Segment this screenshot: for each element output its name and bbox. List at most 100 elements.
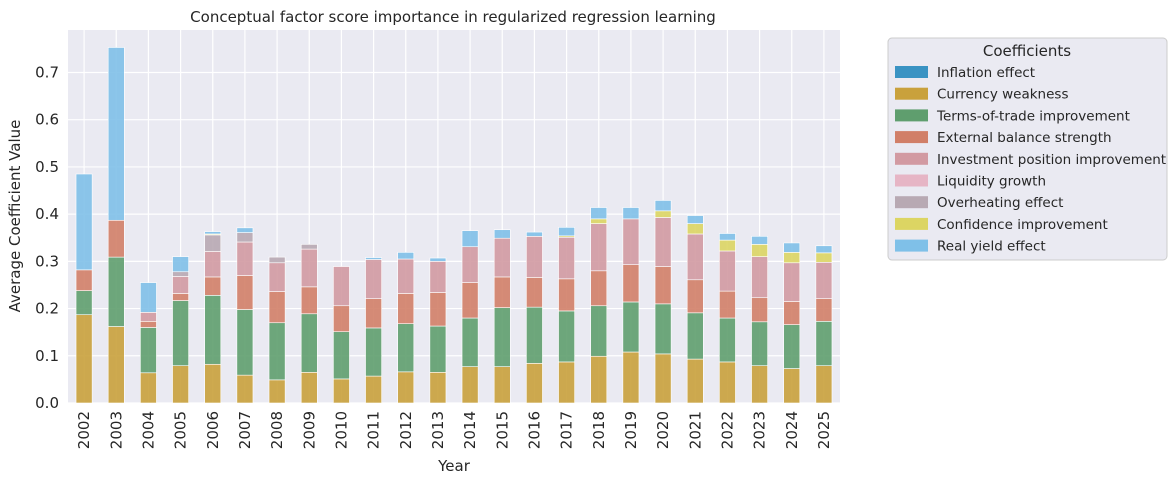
bar-segment [107,256,125,327]
y-axis-ticks: 0.0 0.1 0.2 0.3 0.4 0.5 0.6 0.7 [35,63,59,412]
bar-segment [204,251,222,278]
bar-segment [526,231,543,237]
bar-segment [172,293,189,301]
bar-segment [172,300,189,366]
bar-segment [107,326,125,404]
bar-segment [333,378,350,404]
bar-segment [204,231,222,235]
legend-swatch [895,131,928,144]
legend-label: Investment position improvement [937,152,1166,168]
legend-label: External balance strength [937,130,1112,146]
bar-segment [365,259,382,299]
x-tick-label: 2024 [783,411,801,449]
bar-segment [140,327,157,374]
legend-label: Terms-of-trade improvement [936,108,1130,124]
bar-segment [622,218,640,265]
x-axis-label: Year [437,457,471,475]
bar-segment [493,237,511,278]
bar-segment [75,290,93,316]
bar-segment [654,303,672,355]
x-tick-label: 2021 [686,411,704,449]
bar-segment [172,276,189,294]
legend-label: Liquidity growth [937,174,1046,190]
bar-segment [751,321,768,367]
y-tick-label: 0.0 [35,394,59,412]
x-tick-label: 2015 [493,411,511,449]
bar-segment [140,372,157,404]
bar-segment [236,241,254,276]
bar-segment [461,317,479,367]
bar-segment [268,256,286,264]
y-tick-label: 0.1 [35,347,59,365]
bar-segment [268,262,286,292]
bar-segment [397,293,415,324]
bar-segment [397,371,415,404]
bar-segment [236,275,254,310]
x-tick-label: 2007 [236,411,254,449]
bar-segment [204,276,222,296]
bar-segment [493,366,511,404]
bar-segment [204,363,222,404]
bar-segment [558,236,575,280]
bar-segment [622,264,640,303]
bar-segment [365,327,382,377]
bar-segment [268,322,286,381]
bar-segment [107,47,125,221]
x-tick-label: 2017 [558,411,576,449]
x-tick-label: 2004 [139,411,157,449]
bar-segment [783,368,801,404]
bar-segment [429,257,447,262]
bar-segment [526,277,543,308]
x-tick-label: 2005 [172,411,190,449]
x-tick-label: 2013 [429,411,447,449]
legend-label: Inflation effect [937,65,1035,81]
legend-swatch [895,66,928,78]
bar-segment [397,258,415,294]
bar-segment [783,301,801,325]
bar-segment [622,301,640,353]
bar-segment [654,217,672,267]
bar-segment [461,282,479,319]
bar-segment [590,223,608,272]
bar-segment [333,305,350,333]
x-tick-label: 2012 [397,411,415,449]
bar-segment [783,324,801,369]
y-tick-label: 0.5 [35,158,59,176]
bar-segment [461,230,479,248]
bar-segment [783,262,801,302]
bar-segment [622,207,640,220]
plot-area [68,30,840,403]
x-tick-label: 2008 [268,411,286,449]
bar-segment [236,309,254,376]
x-tick-label: 2009 [300,411,318,449]
x-tick-label: 2011 [365,411,383,449]
bar-segment [654,353,672,404]
bar-segment [172,271,189,277]
y-tick-label: 0.3 [35,252,59,270]
x-tick-label: 2002 [75,411,93,449]
bar-segment [268,291,286,324]
bar-segment [590,218,608,224]
legend: Coefficients Inflation effect Currency we… [887,37,1168,261]
bar-segment [783,252,801,264]
bar-segment [493,229,511,239]
bar-segment [719,317,736,363]
legend-swatch [895,109,928,122]
bar-segment [268,379,286,404]
bar-segment [140,321,157,328]
bar-segment [815,261,833,299]
bar-segment [686,233,704,281]
bar-segment [558,361,575,404]
bar-segment [815,365,833,404]
bar-segment [686,279,704,314]
bar-segment [719,361,736,404]
bar-segment [590,305,608,357]
bar-segment [365,375,382,404]
bar-segment [429,261,447,293]
legend-box [887,37,1168,261]
bar-segment [558,227,575,237]
bar-segment [365,257,382,260]
y-tick-label: 0.6 [35,111,59,129]
legend-label: Overheating effect [937,195,1063,211]
bar-segment [590,355,608,404]
